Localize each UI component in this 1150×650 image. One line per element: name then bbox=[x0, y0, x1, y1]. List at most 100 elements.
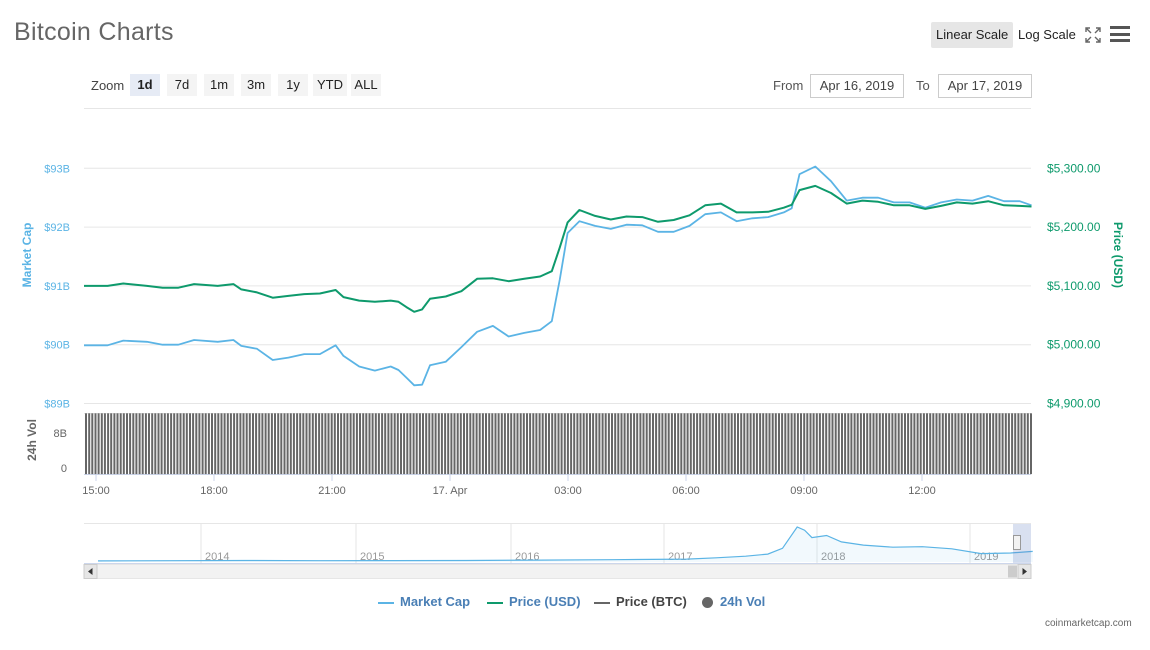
volume-bar bbox=[513, 413, 516, 475]
volume-bar bbox=[837, 413, 840, 475]
x-tick-label: 12:00 bbox=[908, 485, 936, 497]
legend-market-cap-swatch bbox=[378, 601, 394, 604]
volume-bar bbox=[491, 413, 494, 475]
zoom-button-3m[interactable]: 3m bbox=[241, 74, 271, 96]
volume-bar bbox=[85, 413, 87, 475]
volume-bar bbox=[166, 413, 169, 475]
volume-bar bbox=[154, 413, 157, 475]
volume-bar bbox=[850, 413, 853, 475]
volume-bar bbox=[343, 413, 346, 475]
volume-bar bbox=[503, 413, 506, 475]
legend-price-btc[interactable]: Price (BTC) bbox=[594, 594, 687, 610]
volume-bar bbox=[809, 413, 812, 475]
volume-bar bbox=[236, 413, 239, 475]
credit-link[interactable]: coinmarketcap.com bbox=[1045, 618, 1132, 629]
zoom-button-1y[interactable]: 1y bbox=[278, 74, 308, 96]
menu-icon[interactable] bbox=[1110, 26, 1130, 42]
volume-bar bbox=[422, 413, 424, 475]
volume-bar bbox=[494, 413, 497, 475]
legend-price-usd[interactable]: Price (USD) bbox=[487, 594, 581, 610]
page-title: Bitcoin Charts bbox=[14, 18, 174, 46]
volume-bar bbox=[365, 413, 368, 475]
volume-bar bbox=[982, 413, 985, 475]
volume-bar bbox=[135, 413, 138, 475]
volume-bar bbox=[755, 413, 758, 475]
volume-bar bbox=[674, 413, 676, 475]
volume-bar bbox=[267, 413, 270, 475]
zoom-button-1m[interactable]: 1m bbox=[204, 74, 234, 96]
volume-bar bbox=[176, 413, 179, 475]
volume-bar bbox=[337, 413, 339, 475]
volume-bar bbox=[1014, 413, 1017, 475]
volume-bar bbox=[507, 413, 510, 475]
volume-bar bbox=[686, 413, 689, 475]
from-date-input[interactable]: Apr 16, 2019 bbox=[810, 74, 904, 98]
zoom-button-all[interactable]: ALL bbox=[351, 74, 381, 96]
volume-bar bbox=[557, 413, 560, 475]
volume-bar bbox=[519, 413, 522, 475]
volume-bar bbox=[595, 413, 598, 475]
log-scale-button[interactable]: Log Scale bbox=[1018, 27, 1076, 42]
volume-bar bbox=[926, 413, 928, 475]
volume-bar bbox=[296, 413, 299, 475]
volume-bar bbox=[535, 413, 538, 475]
to-date-input[interactable]: Apr 17, 2019 bbox=[938, 74, 1032, 98]
legend-price-usd-swatch bbox=[487, 601, 503, 604]
volume-bar bbox=[916, 413, 919, 475]
volume-bar bbox=[800, 413, 802, 475]
volume-bar bbox=[667, 413, 670, 475]
volume-bar bbox=[450, 413, 453, 475]
legend-24h-vol-dot bbox=[702, 597, 713, 609]
volume-bar bbox=[88, 413, 91, 475]
volume-bar bbox=[352, 413, 355, 475]
volume-bar bbox=[730, 413, 733, 475]
linear-scale-button[interactable]: Linear Scale bbox=[931, 22, 1014, 48]
volume-bar bbox=[869, 413, 872, 475]
volume-bar bbox=[94, 413, 97, 475]
volume-bar bbox=[396, 413, 399, 475]
volume-bar bbox=[929, 413, 932, 475]
y-left-tick-label: $93B bbox=[44, 163, 70, 175]
volume-bar bbox=[796, 413, 799, 475]
zoom-button-1d[interactable]: 1d bbox=[130, 74, 160, 96]
volume-bar bbox=[740, 413, 743, 475]
volume-bar bbox=[995, 413, 998, 475]
volume-bar bbox=[447, 413, 450, 475]
volume-bar bbox=[771, 413, 774, 475]
y-right-tick-label: $5,300.00 bbox=[1047, 161, 1101, 175]
volume-bar bbox=[292, 413, 295, 475]
volume-bar bbox=[377, 413, 380, 475]
volume-bar bbox=[129, 413, 132, 475]
volume-bar bbox=[113, 413, 116, 475]
volume-bar bbox=[201, 413, 204, 475]
volume-bar bbox=[529, 413, 532, 475]
volume-bar bbox=[204, 413, 207, 475]
volume-bar bbox=[787, 413, 790, 475]
volume-bar bbox=[976, 413, 979, 475]
volume-bar bbox=[355, 413, 358, 475]
x-tick-label: 21:00 bbox=[318, 485, 346, 497]
volume-bar bbox=[541, 413, 544, 475]
volume-bar bbox=[220, 413, 223, 475]
volume-bar bbox=[894, 413, 897, 475]
volume-bar bbox=[592, 413, 595, 475]
zoom-button-7d[interactable]: 7d bbox=[167, 74, 197, 96]
volume-bar bbox=[497, 413, 500, 475]
volume-bar bbox=[900, 413, 903, 475]
volume-bar bbox=[189, 413, 191, 475]
navigator-label: 2019 bbox=[974, 551, 998, 563]
volume-bar bbox=[859, 413, 862, 475]
legend-market-cap[interactable]: Market Cap bbox=[378, 594, 470, 610]
fullscreen-icon[interactable] bbox=[1084, 26, 1102, 44]
zoom-button-ytd[interactable]: YTD bbox=[313, 74, 347, 96]
volume-bar bbox=[566, 413, 569, 475]
volume-bar bbox=[655, 413, 658, 475]
navigator-label: 2017 bbox=[668, 551, 692, 563]
volume-bar bbox=[100, 413, 103, 475]
volume-bar bbox=[466, 413, 469, 475]
legend-24h-vol[interactable]: 24h Vol bbox=[702, 594, 765, 610]
volume-bar bbox=[305, 413, 308, 475]
volume-bar bbox=[321, 413, 324, 475]
volume-bar bbox=[340, 413, 343, 475]
price-usd-line bbox=[84, 184, 1032, 313]
